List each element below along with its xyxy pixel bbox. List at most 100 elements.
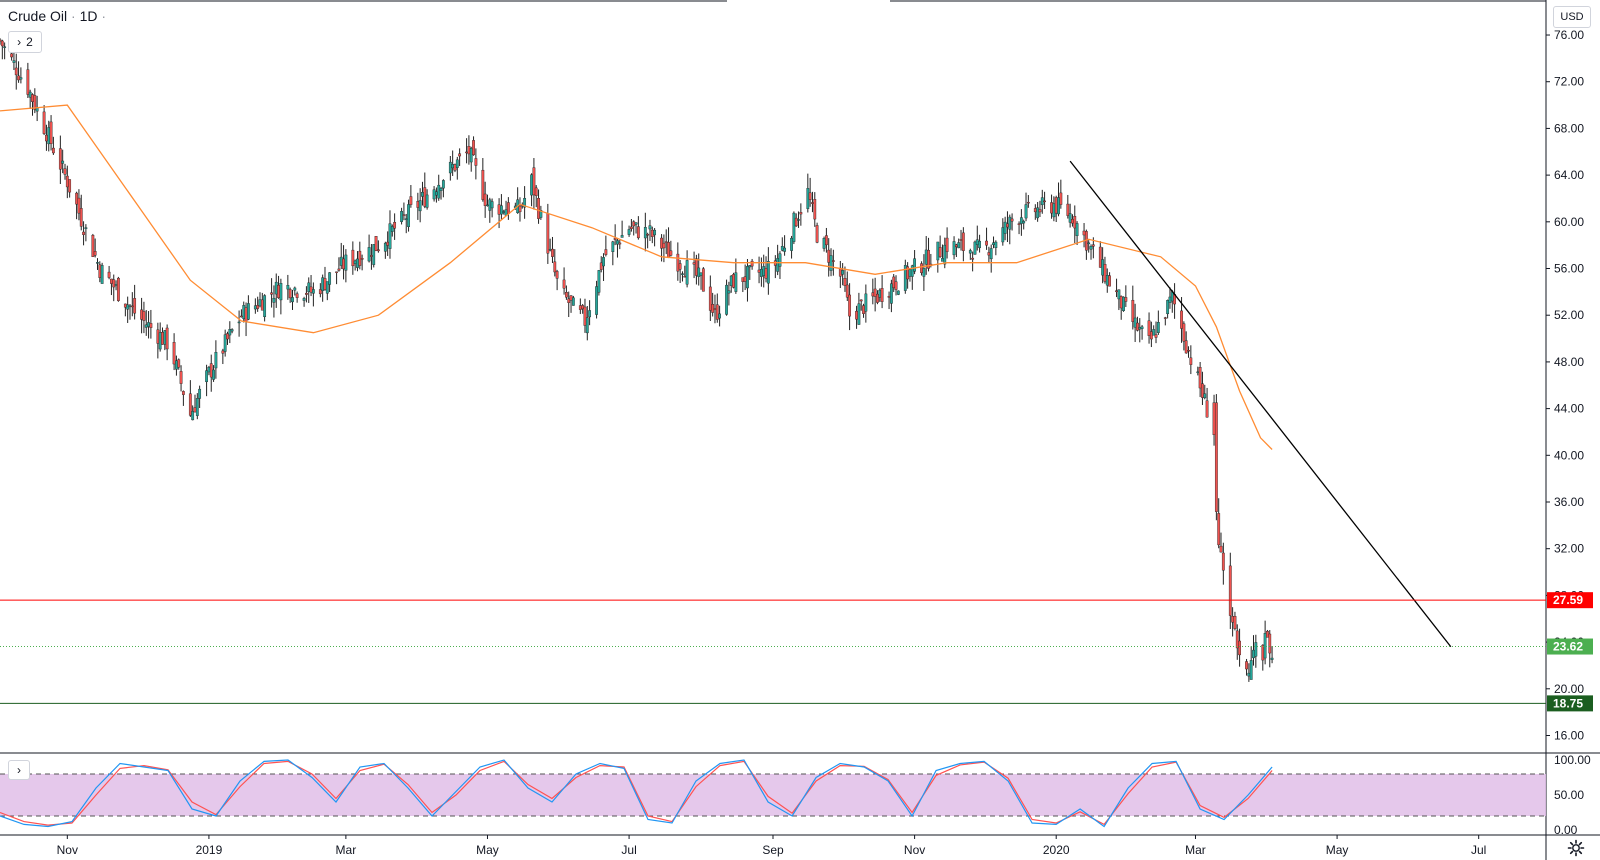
candle-body (613, 237, 617, 240)
candle-body (697, 267, 701, 277)
candle-body (1068, 213, 1072, 223)
candle-body (228, 329, 232, 336)
candle-body (181, 391, 185, 395)
trend-line[interactable] (1069, 160, 1452, 648)
candle-body (161, 332, 164, 345)
candle-body (1054, 197, 1058, 214)
candle-body (611, 241, 615, 253)
symbol-header[interactable]: Crude Oil · 1D · (8, 8, 106, 24)
candle-body (648, 225, 652, 230)
candle-body (683, 276, 687, 278)
candle-body (910, 265, 914, 277)
candle-body (31, 94, 34, 102)
candle-body (822, 238, 826, 249)
candle-body (133, 298, 137, 314)
candle-body (390, 226, 394, 232)
candle-body (1140, 326, 1144, 329)
candle-body (711, 304, 715, 313)
candle-body (762, 266, 766, 276)
candle-body (790, 237, 793, 251)
candle-body (469, 148, 473, 163)
candle-body (418, 200, 422, 212)
candle-body (676, 253, 680, 272)
indicator-count: 2 (26, 35, 33, 49)
candle-body (987, 252, 991, 256)
currency-button[interactable]: USD (1553, 6, 1591, 28)
candle-body (237, 321, 241, 324)
candle-body (274, 281, 278, 295)
candle-body (205, 370, 208, 383)
oscillator-collapse-button[interactable]: › (8, 760, 30, 780)
candle-body (741, 277, 745, 282)
candle-body (163, 330, 167, 345)
price-tick-label: 76.00 (1554, 28, 1584, 42)
candle-body (650, 229, 654, 237)
oscillator-band (0, 774, 1546, 816)
candle-body (889, 283, 893, 304)
candle-body (989, 248, 993, 260)
candle-body (305, 292, 308, 295)
candle-body (486, 204, 489, 207)
candle-body (407, 204, 410, 228)
candle-body (599, 262, 603, 270)
candle-body (165, 327, 169, 350)
interval-label[interactable]: 1D (79, 8, 98, 24)
candle-body (91, 234, 95, 257)
candle-body (581, 305, 585, 310)
candle-body (374, 236, 378, 251)
time-tick-label: Sep (762, 843, 784, 857)
symbol-name[interactable]: Crude Oil (8, 8, 68, 24)
candle-body (1075, 223, 1079, 237)
oscillator-tick-label: 50.00 (1554, 788, 1584, 802)
candle-body (792, 212, 796, 242)
candle-body (393, 222, 397, 229)
candle-body (448, 161, 452, 174)
candle-body (279, 283, 283, 301)
candle-body (400, 211, 403, 223)
candle-body (260, 299, 264, 311)
candle-body (938, 247, 942, 258)
candle-body (156, 329, 160, 344)
candle-body (0, 39, 2, 42)
candle-body (627, 229, 631, 235)
price-tick-label: 32.00 (1554, 542, 1584, 556)
candle-body (936, 241, 940, 261)
candle-body (1066, 203, 1070, 216)
candle-body (112, 279, 116, 288)
candle-body (1189, 357, 1193, 365)
price-tick-label: 40.00 (1554, 448, 1584, 462)
candle-body (862, 305, 865, 314)
candle-body (1219, 545, 1223, 553)
candle-body (537, 198, 540, 219)
gear-icon[interactable] (1566, 838, 1586, 858)
candle-body (646, 234, 650, 236)
candle-body (356, 258, 359, 268)
candle-body (402, 214, 406, 216)
candle-body (992, 242, 995, 245)
candle-body (578, 305, 582, 310)
candle-body (1052, 203, 1056, 218)
candle-body (1233, 615, 1237, 629)
candle-body (1136, 322, 1139, 331)
candle-body (1214, 402, 1218, 512)
candle-body (1261, 644, 1265, 661)
candle-body (244, 307, 248, 322)
candle-body (662, 242, 666, 249)
candle-body (472, 140, 475, 156)
candle-body (328, 272, 332, 285)
price-tick-label: 52.00 (1554, 308, 1584, 322)
candle-body (344, 254, 348, 271)
candle-body (1247, 672, 1251, 677)
indicators-collapse-button[interactable]: › 2 (8, 31, 42, 53)
candle-body (1105, 275, 1109, 286)
candle-body (718, 313, 722, 319)
candle-body (188, 393, 192, 416)
price-line-label: 18.75 (1553, 696, 1583, 710)
candle-body (1263, 633, 1267, 659)
candle-body (701, 268, 705, 292)
candle-body (669, 250, 673, 256)
candle-body (797, 219, 800, 221)
candle-body (295, 293, 299, 298)
candle-body (45, 134, 48, 142)
